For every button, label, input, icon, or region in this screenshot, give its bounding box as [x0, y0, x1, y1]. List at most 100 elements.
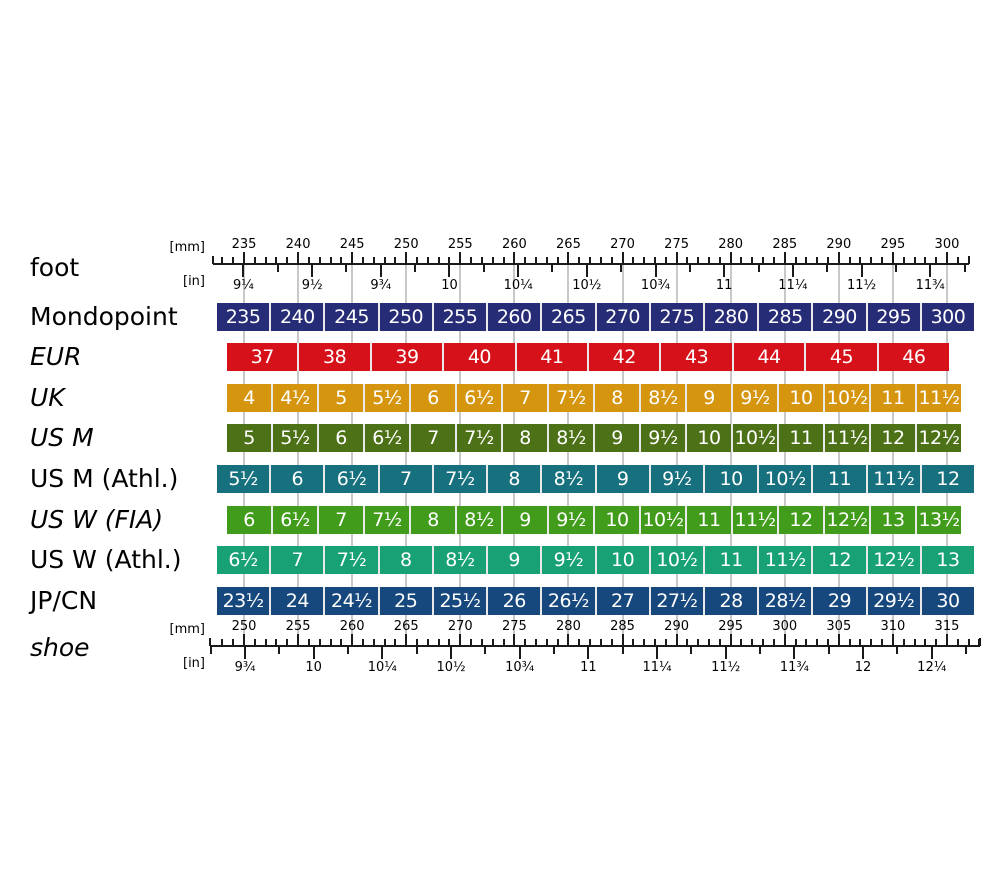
mm-tick: [307, 257, 310, 264]
row-label-us-w-athl: US W (Athl.): [30, 545, 182, 574]
mm-tick: [653, 257, 656, 264]
mm-tick-label: 280: [556, 619, 581, 634]
ruler-edge-tick: [209, 638, 211, 646]
size-cell: 6: [269, 465, 323, 493]
mm-tick: [513, 252, 516, 264]
mm-tick-label: 275: [664, 237, 690, 252]
mm-tick: [416, 639, 419, 646]
size-cell: 24: [269, 587, 323, 615]
size-cell: 10½: [757, 465, 811, 493]
mm-tick: [978, 639, 981, 646]
mm-tick: [729, 634, 732, 646]
mm-tick-label: 310: [880, 619, 906, 634]
mm-tick: [243, 252, 245, 264]
size-cell: 8: [593, 384, 639, 412]
in-tick-label: 9¾: [234, 660, 256, 675]
mm-tick: [664, 639, 667, 646]
size-cell: 10½: [731, 424, 777, 452]
mm-tick: [686, 257, 689, 264]
in-tick-label: 10¾: [640, 278, 671, 293]
mm-tick: [318, 639, 321, 646]
mm-tick: [589, 257, 592, 264]
mm-tick: [416, 257, 419, 264]
in-tick: [621, 647, 624, 654]
size-cell: 30: [919, 587, 974, 615]
mm-tick: [578, 257, 581, 264]
mm-tick: [275, 257, 278, 264]
mm-tick: [783, 252, 786, 264]
in-tick: [312, 647, 315, 659]
size-band-us-w-fia: 6 6½ 7 7½ 8 8½ 9 9½ 10 10½ 11 11½ 12 12½ 13 13½: [227, 506, 961, 534]
size-cell: 10: [702, 465, 757, 493]
mm-tick: [426, 639, 429, 646]
mm-tick: [956, 639, 959, 646]
size-cell: 8: [501, 424, 547, 452]
mm-tick: [945, 634, 948, 646]
mm-tick-label: 285: [610, 619, 635, 634]
size-cell: 25½: [431, 587, 486, 615]
gridline: [297, 264, 300, 646]
in-tick: [862, 647, 865, 659]
mm-tick: [632, 257, 635, 264]
mm-tick: [599, 639, 602, 646]
size-cell: 37: [250, 346, 275, 368]
mm-tick: [772, 257, 775, 264]
gridline: [459, 264, 462, 646]
size-cell: 6½: [323, 465, 377, 493]
in-tick: [518, 647, 521, 659]
in-tick: [757, 265, 760, 272]
size-cell: 11½: [823, 424, 869, 452]
in-tick-label: 11¼: [642, 660, 672, 675]
mm-tick: [762, 257, 765, 264]
size-cell: 8: [377, 546, 432, 574]
in-tick: [311, 265, 314, 277]
in-tick: [930, 647, 933, 659]
mm-tick: [816, 257, 819, 264]
size-cell: 7: [377, 465, 432, 493]
size-cell: 9½: [639, 424, 685, 452]
size-cell: 260: [486, 303, 540, 331]
size-cell: 9: [501, 506, 547, 534]
size-cell: 6: [409, 384, 455, 412]
in-tick: [244, 647, 246, 659]
size-cell: 27: [594, 587, 649, 615]
size-band-mondopoint: 235 240 245 250 255 260 265 270 275 280 285 290 295 3…: [217, 303, 974, 331]
mm-tick: [891, 252, 894, 264]
mm-tick: [351, 252, 354, 264]
size-cell: 23½: [222, 590, 265, 612]
mm-tick: [643, 257, 646, 264]
in-tick-label: 12¼: [917, 660, 947, 675]
mm-tick: [610, 639, 613, 646]
mm-tick: [772, 639, 775, 646]
size-cell: 9: [685, 384, 731, 412]
mm-tick: [480, 639, 483, 646]
size-cell: 9½: [731, 384, 777, 412]
mm-tick: [524, 639, 527, 646]
size-cell: 11½: [757, 546, 811, 574]
mm-tick: [708, 639, 711, 646]
size-cell: 7: [409, 424, 455, 452]
size-cell: 7½: [547, 384, 593, 412]
mm-tick: [361, 257, 364, 264]
mm-tick: [535, 639, 537, 646]
in-tick: [242, 265, 245, 277]
in-tick: [414, 265, 417, 272]
in-tick: [654, 265, 657, 277]
mm-tick: [470, 639, 473, 646]
mm-tick: [567, 634, 570, 646]
mm-tick: [621, 634, 624, 646]
size-cell: 10: [594, 546, 649, 574]
size-cell: 28: [702, 587, 757, 615]
size-cell: 7: [501, 384, 547, 412]
size-cell: 39: [369, 343, 442, 371]
in-tick: [450, 647, 453, 659]
mm-tick: [275, 639, 278, 646]
size-cell: 10: [777, 384, 823, 412]
in-tick: [894, 265, 897, 272]
in-tick-label: 9½: [301, 278, 323, 293]
mm-tick: [221, 257, 224, 264]
mm-tick: [967, 639, 970, 646]
mm-tick: [729, 252, 732, 264]
size-cell: 6½: [455, 384, 501, 412]
